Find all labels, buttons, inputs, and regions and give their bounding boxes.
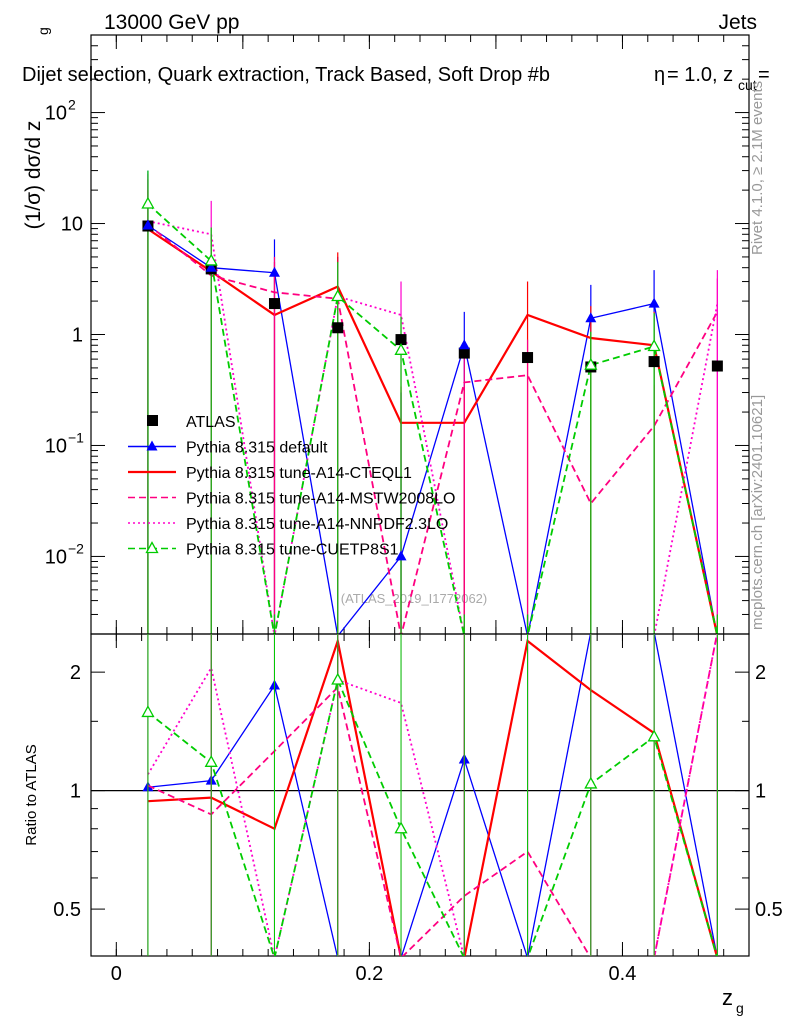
marker-pythia-8-315-tune-cuetp8s1	[647, 339, 661, 352]
legend-label-pythia-8-315-default: Pythia 8.315 default	[186, 440, 328, 457]
ratio-marker-pythia-8-315-tune-cuetp8s1	[647, 729, 661, 742]
ratio-ytick-label: 0.5	[53, 899, 81, 921]
ratio-line-pythia-8-315-tune-a14-mstw2008lo	[147, 634, 718, 956]
ratio-ytick-label-right: 2	[755, 662, 766, 684]
data-point-atlas	[332, 322, 344, 334]
main-ytick-label-exp: −1	[68, 429, 84, 445]
data-point-atlas	[458, 347, 470, 359]
marker-pythia-8-315-default	[205, 261, 217, 272]
marker-pythia-8-315-tune-cuetp8s1	[331, 289, 345, 302]
series-line-pythia-8-315-tune-cuetp8s1	[147, 203, 718, 634]
ratio-frame	[90, 633, 750, 957]
main-ytick-label-exp: 2	[68, 97, 76, 113]
marker-pythia-8-315-tune-cuetp8s1	[584, 357, 598, 370]
plot-title: Dijet selection, Quark extraction, Track…	[22, 64, 550, 86]
main-ytick-label: 10	[61, 214, 83, 236]
x-axis-label: z	[722, 985, 733, 1010]
ratio-ytick-label-right: 1	[755, 781, 766, 803]
mcplots-label: mcplots.cern.ch [arXiv:2401.10621]	[749, 395, 766, 630]
main-y-label: (1/σ) dσ/d z g	[22, 27, 51, 229]
marker-pythia-8-315-default	[648, 297, 660, 308]
data-point-atlas	[648, 356, 660, 368]
analysis-watermark: (ATLAS_2019_I1772062)	[341, 591, 487, 606]
main-ytick-label: 10	[45, 435, 67, 457]
legend-label-pythia-8-315-tune-cuetp8s1: Pythia 8.315 tune-CUETP8S1	[186, 542, 399, 559]
main-ytick-label: 10	[45, 546, 67, 568]
legend-label-pythia-8-315-tune-a14-mstw2008lo: Pythia 8.315 tune-A14-MSTW2008LO	[186, 491, 455, 508]
ratio-ytick-label: 2	[70, 662, 81, 684]
marker-pythia-8-315-default	[142, 219, 154, 230]
legend-marker-pythia-8-315-tune-cuetp8s1	[145, 541, 159, 554]
marker-pythia-8-315-tune-cuetp8s1	[394, 342, 408, 355]
ratio-panel: 0.5 0.5 1 1 2 2 0 0.2 0.4	[53, 633, 783, 985]
marker-pythia-8-315-tune-cuetp8s1	[141, 196, 155, 209]
title-extra: = 1.0, z	[667, 64, 733, 86]
legend-label-atlas: ATLAS	[186, 414, 236, 431]
marker-pythia-8-315-default	[585, 312, 597, 323]
series-line-pythia-8-315-tune-a14-cteql1	[147, 228, 719, 634]
legend-marker-atlas	[147, 415, 158, 426]
ratio-xtick-label: 0.4	[609, 963, 637, 985]
ratio-ytick-label-right: 0.5	[755, 899, 783, 921]
data-point-atlas	[522, 352, 534, 364]
ratio-xtick-label: 0.2	[355, 963, 383, 985]
marker-pythia-8-315-tune-cuetp8s1	[204, 253, 218, 266]
legend: ATLAS Pythia 8.315 default Pythia 8.315 tu…	[128, 414, 455, 559]
ratio-marker-pythia-8-315-tune-cuetp8s1	[141, 705, 155, 718]
title-zcut-sub: cut	[738, 77, 757, 93]
ratio-marker-pythia-8-315-tune-cuetp8s1	[331, 672, 345, 685]
ratio-line-pythia-8-315-tune-cuetp8s1	[147, 677, 718, 956]
legend-label-pythia-8-315-tune-a14-cteql1: Pythia 8.315 tune-A14-CTEQL1	[186, 465, 412, 482]
ratio-ytick-label: 1	[70, 781, 81, 803]
main-ytick-label: 1	[72, 325, 83, 347]
data-point-atlas	[395, 334, 407, 346]
series-line-pythia-8-315-tune-a14-mstw2008lo	[147, 223, 719, 634]
ratio-line-pythia-8-315-default	[147, 634, 718, 956]
main-y-label-sub: g	[35, 27, 51, 35]
ratio-marker-pythia-8-315-tune-cuetp8s1	[394, 821, 408, 834]
rivet-version-label: Rivet 4.1.0, ≥ 2.1M events	[749, 81, 766, 255]
x-axis-label-sub: g	[736, 1000, 744, 1016]
title-extra-tail: =	[758, 64, 770, 86]
main-plot-area	[141, 170, 723, 634]
title-eta: η	[654, 64, 665, 86]
main-ytick-label: 10	[45, 103, 67, 125]
series-line-pythia-8-315-tune-a14-nnpdf2-3lo	[147, 220, 719, 634]
ratio-xtick-label: 0	[111, 963, 122, 985]
main-ytick-label-exp: −2	[68, 540, 84, 556]
ratio-line-pythia-8-315-tune-a14-nnpdf2-3lo	[147, 634, 718, 956]
marker-pythia-8-315-default	[458, 339, 470, 350]
ratio-line-pythia-8-315-tune-a14-cteql1	[147, 636, 718, 956]
main-y-label-text: (1/σ) dσ/d z	[22, 121, 45, 230]
ratio-y-label: Ratio to ATLAS	[23, 744, 40, 845]
ratio-marker-pythia-8-315-tune-cuetp8s1	[204, 754, 218, 767]
marker-pythia-8-315-default	[395, 550, 407, 561]
legend-marker-pythia-8-315-default	[146, 440, 158, 451]
series-line-pythia-8-315-default	[147, 224, 718, 634]
ratio-marker-pythia-8-315-tune-cuetp8s1	[584, 776, 598, 789]
data-point-atlas	[268, 298, 280, 310]
ratio-plot-area	[141, 634, 718, 956]
process-label: Jets	[718, 11, 757, 34]
energy-label: 13000 GeV pp	[104, 11, 239, 34]
data-point-atlas	[711, 360, 723, 372]
legend-label-pythia-8-315-tune-a14-nnpdf2-3lo: Pythia 8.315 tune-A14-NNPDF2.3LO	[186, 516, 448, 533]
marker-pythia-8-315-default	[268, 266, 280, 277]
